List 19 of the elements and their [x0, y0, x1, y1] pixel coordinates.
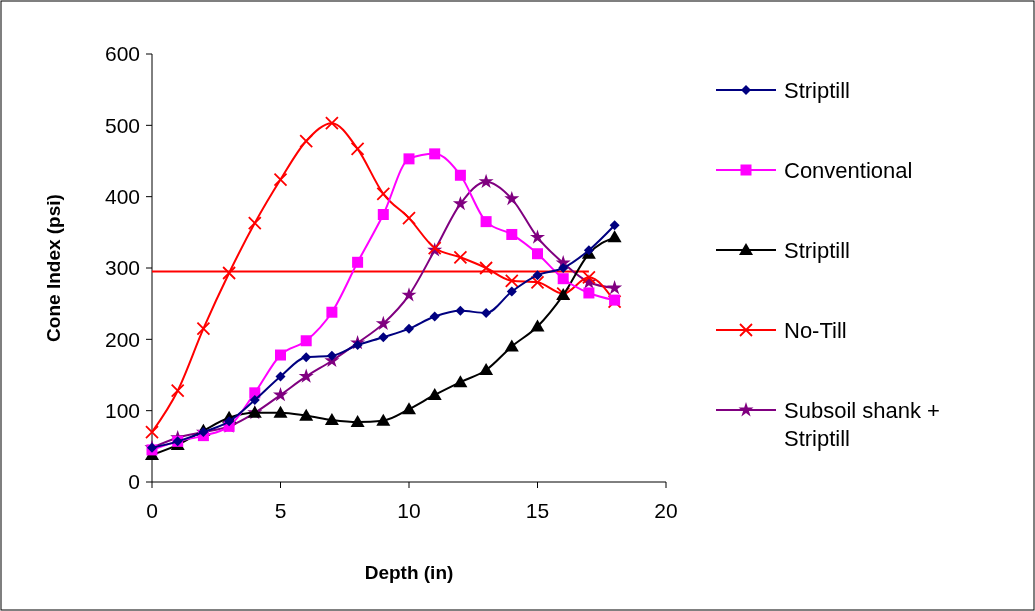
y-tick-label: 200: [104, 327, 140, 351]
x-tick-label: 20: [654, 499, 678, 522]
x-tick-label: 15: [525, 499, 550, 522]
legend-label: Subsoil shank + Striptill: [784, 397, 940, 452]
legend-label: No-Till: [784, 317, 847, 343]
x-tick-label: 0: [146, 499, 158, 522]
x-axis-title: Depth (in): [364, 562, 454, 583]
y-tick-label: 500: [104, 113, 140, 137]
legend-label: Conventional: [784, 157, 913, 183]
legend-label: Striptill: [784, 237, 851, 263]
y-tick-label: 600: [104, 42, 140, 66]
y-tick-label: 100: [104, 399, 140, 423]
y-tick-label: 0: [128, 470, 140, 494]
x-tick-label: 10: [397, 499, 421, 522]
y-tick-label: 300: [104, 256, 140, 280]
y-tick-label: 400: [104, 185, 140, 209]
x-tick-label: 5: [274, 499, 287, 522]
legend-label: Striptill: [784, 77, 851, 103]
y-axis-title: Cone Index (psi): [43, 194, 64, 342]
